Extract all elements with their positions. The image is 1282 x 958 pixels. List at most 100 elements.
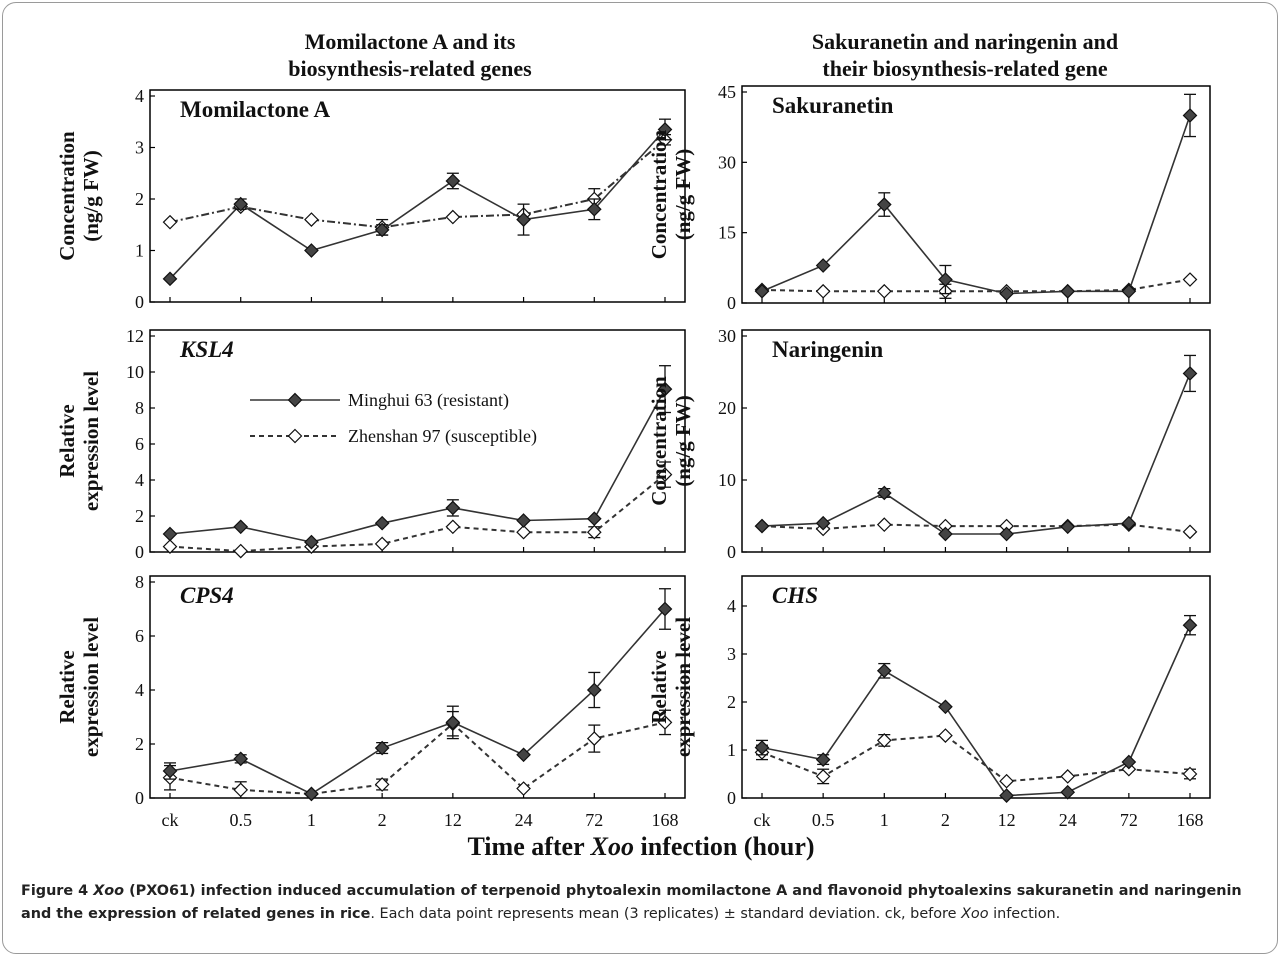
data-point: [586, 511, 602, 527]
data-point: [815, 515, 831, 531]
y-tick-label: 4: [135, 470, 144, 490]
x-tick-label: 12: [998, 810, 1016, 830]
data-point: [999, 788, 1014, 803]
data-point: [445, 173, 461, 189]
x-axis-label-prefix: Time after: [467, 832, 591, 861]
data-point: [445, 519, 461, 535]
data-point: [516, 513, 531, 528]
data-point: [162, 271, 178, 287]
y-axis-label: (ng/g FW): [671, 149, 695, 241]
chart-panel: 0 15 30 45 Concentration (ng/g FW) Sakuranetin: [647, 82, 1211, 313]
y-tick-label: 0: [727, 788, 736, 808]
data-point: [304, 212, 319, 227]
data-point: [374, 222, 390, 238]
x-tick-label: ck: [754, 810, 771, 830]
y-axis-label: Relative: [55, 650, 79, 723]
data-point: [374, 536, 390, 552]
plot-frame: [741, 575, 1211, 799]
caption-title: (PXO61) infection induced accumulation o…: [21, 883, 1242, 922]
data-point: [445, 209, 461, 225]
data-point: [304, 243, 319, 258]
caption-body-italic: Xoo: [961, 906, 989, 922]
data-point: [657, 381, 673, 397]
series-line: [169, 721, 666, 795]
y-tick-label: 30: [718, 152, 736, 172]
y-tick-label: 4: [135, 86, 144, 106]
chart-title: Sakuranetin: [772, 93, 894, 118]
x-tick-label: ck: [162, 810, 179, 830]
x-tick-label: 24: [515, 810, 533, 830]
data-point: [1060, 769, 1076, 784]
y-tick-label: 0: [727, 542, 736, 562]
y-tick-label: 0: [727, 293, 736, 313]
y-tick-label: 2: [135, 189, 144, 209]
y-tick-label: 0: [135, 542, 144, 562]
y-axis-label: Concentration: [55, 131, 79, 261]
x-tick-label: 72: [1120, 810, 1138, 830]
caption-lead: Figure 4: [21, 883, 94, 899]
y-tick-label: 3: [727, 644, 736, 664]
y-tick-label: 30: [718, 326, 736, 346]
data-point: [374, 777, 390, 792]
legend-marker: [287, 392, 303, 408]
data-point: [938, 526, 953, 542]
data-point: [876, 283, 892, 299]
chart-title: Naringenin: [772, 337, 883, 362]
y-axis-label: Concentration: [647, 376, 671, 506]
data-point: [233, 196, 249, 212]
y-tick-label: 1: [135, 241, 144, 261]
y-axis-label: Relative: [647, 650, 671, 723]
plot-frame: [741, 329, 1211, 553]
y-tick-label: 8: [135, 398, 144, 418]
data-point: [657, 467, 673, 482]
y-tick-label: 15: [718, 223, 736, 243]
y-tick-label: 45: [718, 82, 736, 102]
plot-frame: [741, 85, 1211, 304]
right-column-title: Sakuranetin and naringenin and their bios…: [765, 28, 1165, 82]
data-point: [445, 500, 461, 516]
data-point: [1182, 617, 1198, 633]
data-point: [657, 601, 673, 617]
x-tick-label: 168: [652, 810, 679, 830]
data-point: [162, 526, 178, 542]
column-title-line: Sakuranetin and naringenin and: [811, 29, 1119, 54]
data-point: [586, 682, 602, 698]
data-point: [374, 515, 390, 531]
x-axis-label: Time after Xoo infection (hour): [0, 832, 1282, 862]
column-title-line: their biosynthesis-related gene: [822, 56, 1108, 81]
data-point: [233, 543, 249, 559]
data-point: [754, 740, 770, 755]
y-axis-label: expression level: [79, 617, 103, 757]
y-tick-label: 6: [135, 434, 144, 454]
x-tick-label: 1: [307, 810, 316, 830]
left-column-title: Momilactone A and its biosynthesis-relate…: [210, 28, 610, 82]
legend-label: Minghui 63 (resistant): [348, 390, 509, 411]
data-point: [516, 747, 531, 763]
x-tick-label: 12: [444, 810, 462, 830]
y-axis-label: (ng/g FW): [671, 395, 695, 487]
data-point: [162, 539, 178, 554]
data-point: [876, 197, 892, 212]
chart-title: CPS4: [180, 583, 234, 608]
y-axis-label: Concentration: [647, 129, 671, 259]
data-point: [999, 526, 1014, 542]
plot-frame: [149, 575, 686, 799]
data-point: [815, 283, 831, 299]
x-axis-label-italic: Xoo: [590, 832, 635, 861]
data-point: [516, 781, 531, 796]
y-tick-label: 4: [727, 596, 736, 616]
caption-end: infection.: [988, 906, 1061, 922]
chart-panel: 0 10 20 30 Concentration (ng/g FW) Naringenin: [647, 326, 1211, 562]
legend-label: Zhenshan 97 (susceptible): [348, 426, 537, 447]
y-tick-label: 6: [135, 626, 144, 646]
data-point: [233, 519, 249, 535]
chart-title: Momilactone A: [180, 97, 330, 122]
column-title-line: Momilactone A and its: [304, 29, 516, 54]
x-tick-label: 2: [941, 810, 950, 830]
caption-lead-italic: Xoo: [93, 883, 125, 899]
y-tick-label: 0: [135, 292, 144, 312]
data-point: [1121, 515, 1137, 531]
x-tick-label: 0.5: [229, 810, 252, 830]
series-line: [169, 139, 666, 229]
